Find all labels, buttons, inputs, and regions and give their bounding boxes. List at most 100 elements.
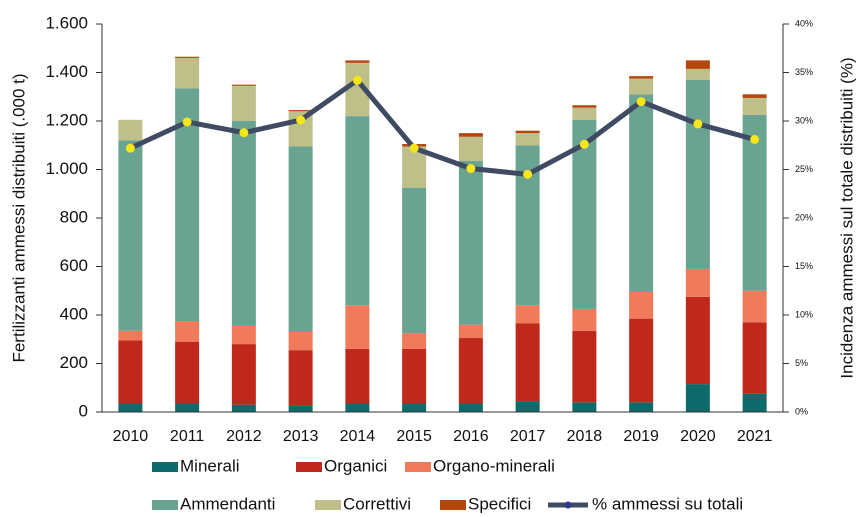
x-tick-label: 2020 — [680, 428, 716, 445]
line-marker — [296, 115, 306, 125]
line-marker — [750, 134, 760, 144]
y2-tick-label: 15% — [795, 261, 813, 271]
legend-swatch — [315, 500, 341, 510]
bar-segment — [515, 133, 540, 146]
bar-segment — [742, 393, 767, 412]
bar-segment — [515, 130, 540, 134]
bar-segment — [118, 403, 143, 412]
bar-segment — [629, 94, 654, 292]
legend-label: Ammendanti — [180, 494, 275, 513]
bar-segment — [345, 116, 370, 306]
bar-segment — [572, 308, 597, 331]
line-marker — [523, 169, 533, 179]
bar-segment — [175, 57, 200, 89]
bar-segment — [742, 114, 767, 291]
x-tick-label: 2018 — [567, 428, 603, 445]
bar-segment — [288, 110, 313, 112]
legend-swatch — [296, 462, 322, 472]
legend-swatch — [152, 462, 178, 472]
y2-tick-label: 40% — [795, 18, 813, 28]
y2-tick-label: 35% — [795, 67, 813, 77]
bar-segment — [572, 402, 597, 412]
bar-segment — [515, 401, 540, 412]
legend-swatch — [405, 462, 431, 472]
bar-segment — [402, 403, 427, 412]
bar-segment — [515, 305, 540, 324]
bar-segment — [345, 403, 370, 412]
y2-tick-label: 0% — [795, 406, 808, 416]
y-axis-label: Fertilizzanti ammessi distribuiti (.000 … — [9, 73, 28, 362]
legend-label: % ammessi su totali — [592, 494, 743, 513]
y-tick-label: 400 — [60, 304, 88, 323]
y2-tick-label: 25% — [795, 164, 813, 174]
bar-segment — [175, 321, 200, 342]
bar-segment — [288, 146, 313, 332]
bar-segment — [458, 324, 483, 339]
bar-segment — [345, 60, 370, 63]
bar-segment — [118, 330, 143, 341]
line — [129, 77, 756, 177]
y-tick-label: 1.600 — [45, 13, 88, 32]
y-tick-label: 1.400 — [45, 62, 88, 81]
y-tick-label: 800 — [60, 207, 88, 226]
y2-tick-label: 10% — [795, 309, 813, 319]
legend-marker — [564, 501, 572, 509]
bar-segment — [742, 97, 767, 115]
y-tick-label: 1.200 — [45, 110, 88, 129]
line-marker — [182, 117, 192, 127]
bar-segment — [458, 161, 483, 325]
bar-segment — [231, 325, 256, 345]
bar-segment — [402, 348, 427, 404]
bar-segment — [118, 340, 143, 404]
bar-segment — [629, 78, 654, 95]
bar-segment — [118, 119, 143, 141]
y2-tick-label: 30% — [795, 115, 813, 125]
legend-label: Organo-minerali — [433, 456, 555, 475]
bar-segment — [572, 330, 597, 403]
x-tick-label: 2011 — [170, 428, 205, 445]
y-tick-label: 600 — [60, 256, 88, 275]
bar-segment — [629, 318, 654, 403]
bar-segment — [572, 107, 597, 120]
line-marker — [693, 119, 703, 129]
x-tick-label: 2010 — [113, 428, 149, 445]
x-tick-label: 2014 — [340, 428, 376, 445]
bar-segment — [458, 338, 483, 404]
bar-segment — [629, 76, 654, 79]
legend-label: Correttivi — [343, 494, 411, 513]
bar-segment — [288, 405, 313, 412]
bar-segment — [345, 305, 370, 349]
bar-segment — [175, 341, 200, 404]
x-tick-label: 2016 — [453, 428, 489, 445]
y2-tick-label: 5% — [795, 358, 808, 368]
bar-segment — [572, 105, 597, 108]
x-tick-label: 2012 — [226, 428, 262, 445]
bar-segment — [629, 402, 654, 412]
bar-segment — [231, 84, 256, 86]
line-marker — [352, 75, 362, 85]
y-tick-label: 1.000 — [45, 159, 88, 178]
x-tick-label: 2013 — [283, 428, 319, 445]
line-marker — [579, 139, 589, 149]
bar-segment — [175, 56, 200, 58]
bar-segment — [629, 291, 654, 319]
bar-segment — [458, 133, 483, 137]
bar-segment — [515, 323, 540, 402]
bar-segment — [345, 348, 370, 404]
legend-label: Organici — [324, 456, 387, 475]
bar-segment — [231, 344, 256, 405]
line-marker — [636, 97, 646, 107]
x-tick-label: 2015 — [396, 428, 432, 445]
y-tick-label: 0 — [79, 401, 88, 420]
line-marker — [409, 143, 419, 153]
bar-segment — [685, 79, 710, 269]
bar-segment — [288, 350, 313, 406]
bar-segment — [685, 296, 710, 385]
bar-segment — [685, 384, 710, 412]
bar-segment — [231, 404, 256, 412]
line-marker — [239, 128, 249, 138]
line-marker — [125, 143, 135, 153]
y-tick-label: 200 — [60, 353, 88, 372]
bar-segment — [118, 140, 143, 331]
